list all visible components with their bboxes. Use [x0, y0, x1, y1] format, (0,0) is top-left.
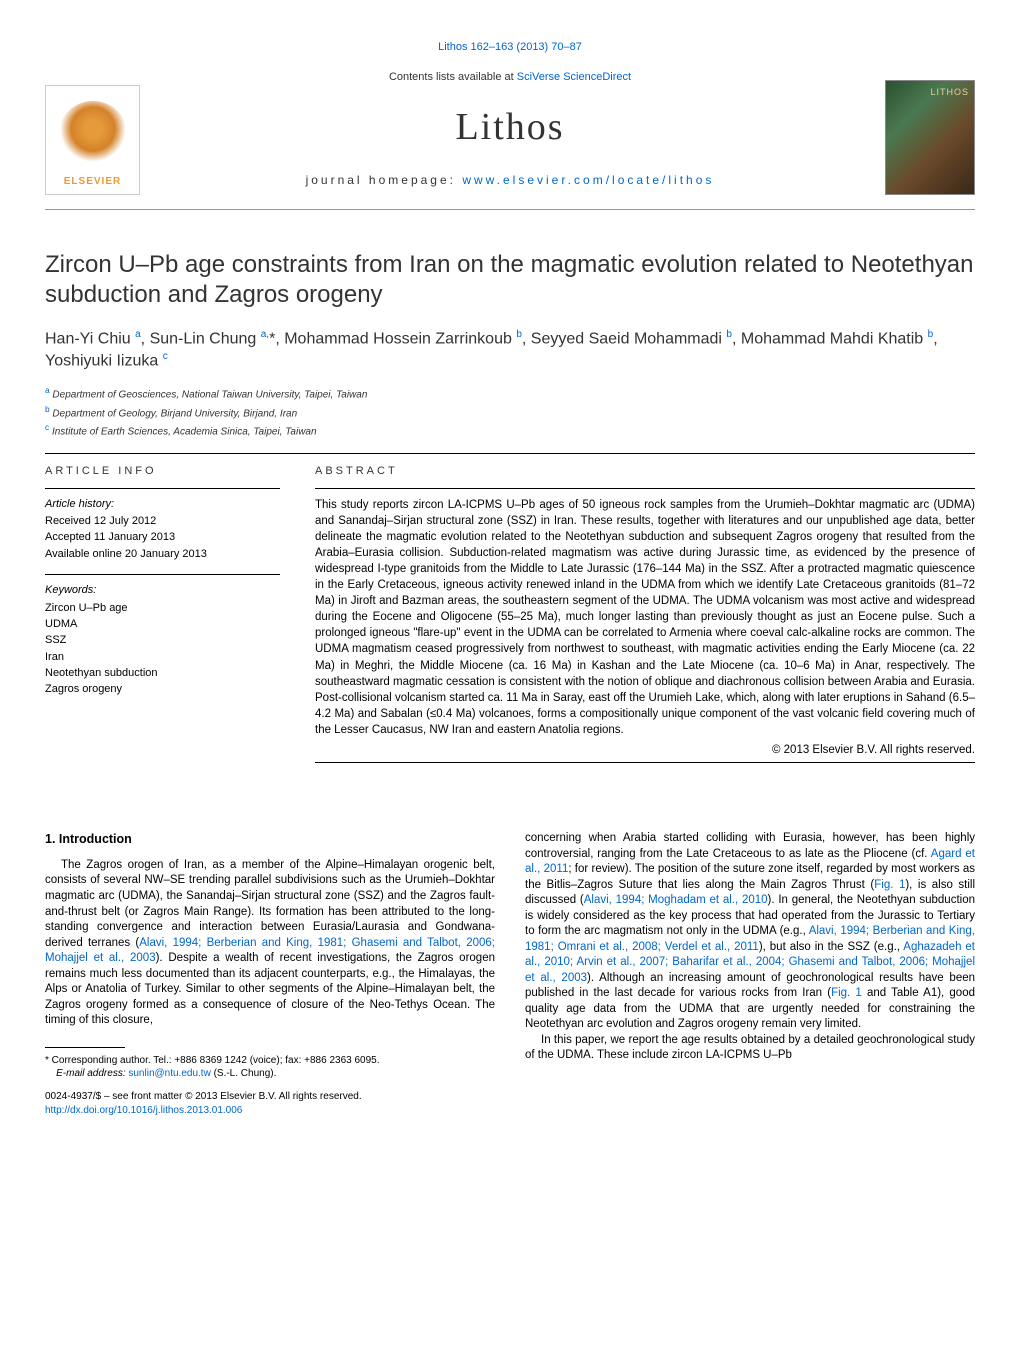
- keyword-item: Iran: [45, 650, 280, 665]
- citation-reference: Lithos 162–163 (2013) 70–87: [60, 40, 960, 55]
- received-date: Received 12 July 2012: [45, 514, 280, 529]
- footnote-separator: [45, 1047, 125, 1048]
- introduction-heading: 1. Introduction: [45, 831, 495, 848]
- affiliation-line: c Institute of Earth Sciences, Academia …: [45, 422, 975, 439]
- doi-link[interactable]: http://dx.doi.org/10.1016/j.lithos.2013.…: [45, 1105, 242, 1116]
- left-column: 1. Introduction The Zagros orogen of Ira…: [45, 831, 495, 1080]
- intro-text-segment: concerning when Arabia started colliding…: [525, 832, 975, 860]
- email-link[interactable]: sunlin@ntu.edu.tw: [128, 1068, 210, 1079]
- affiliation-line: b Department of Geology, Birjand Univers…: [45, 404, 975, 421]
- keyword-item: Neotethyan subduction: [45, 666, 280, 681]
- homepage-link[interactable]: www.elsevier.com/locate/lithos: [462, 173, 714, 187]
- keywords-label: Keywords:: [45, 583, 280, 598]
- info-divider: [45, 488, 280, 489]
- keyword-item: Zircon U–Pb age: [45, 601, 280, 616]
- available-date: Available online 20 January 2013: [45, 547, 280, 562]
- figure-link[interactable]: Fig. 1: [831, 987, 862, 999]
- journal-name: Lithos: [60, 101, 960, 154]
- citation-link[interactable]: Alavi, 1994; Moghadam et al., 2010: [584, 894, 768, 906]
- article-info-heading: ARTICLE INFO: [45, 464, 280, 479]
- info-divider: [45, 574, 280, 575]
- intro-paragraph-1-cont: concerning when Arabia started colliding…: [525, 831, 975, 1033]
- front-matter-line: 0024-4937/$ – see front matter © 2013 El…: [45, 1090, 975, 1104]
- abstract-copyright: © 2013 Elsevier B.V. All rights reserved…: [315, 742, 975, 758]
- affiliation-line: a Department of Geosciences, National Ta…: [45, 385, 975, 402]
- journal-header: ELSEVIER Lithos 162–163 (2013) 70–87 Con…: [0, 0, 1020, 204]
- article-info-column: ARTICLE INFO Article history: Received 1…: [45, 464, 280, 771]
- abstract-column: ABSTRACT This study reports zircon LA-IC…: [315, 464, 975, 771]
- email-attribution: (S.-L. Chung).: [211, 1068, 277, 1079]
- accepted-date: Accepted 11 January 2013: [45, 530, 280, 545]
- keywords-block: Keywords: Zircon U–Pb ageUDMASSZ IranNeot…: [45, 583, 280, 698]
- article-history-block: Article history: Received 12 July 2012 A…: [45, 497, 280, 563]
- journal-homepage-line: journal homepage: www.elsevier.com/locat…: [60, 172, 960, 189]
- author-list: Han-Yi Chiu a, Sun-Lin Chung a,*, Mohamm…: [45, 328, 975, 373]
- elsevier-label: ELSEVIER: [64, 175, 121, 189]
- corresponding-author-footnote: * Corresponding author. Tel.: +886 8369 …: [45, 1054, 495, 1080]
- section-divider: [45, 453, 975, 454]
- header-divider: [45, 209, 975, 210]
- abstract-divider: [315, 488, 975, 489]
- elsevier-logo: ELSEVIER: [45, 85, 140, 195]
- intro-text-segment: ), but also in the SSZ (e.g.,: [759, 941, 903, 953]
- affiliations-block: a Department of Geosciences, National Ta…: [45, 385, 975, 439]
- figure-link[interactable]: Fig. 1: [874, 879, 905, 891]
- journal-cover-thumbnail: [885, 80, 975, 195]
- keyword-item: SSZ: [45, 633, 280, 648]
- sciencedirect-link[interactable]: SciVerse ScienceDirect: [517, 71, 631, 83]
- keyword-item: UDMA: [45, 617, 280, 632]
- body-two-column: 1. Introduction The Zagros orogen of Ira…: [0, 831, 1020, 1080]
- footnote-contact: * Corresponding author. Tel.: +886 8369 …: [45, 1055, 380, 1066]
- contents-available-line: Contents lists available at SciVerse Sci…: [60, 70, 960, 85]
- right-column: concerning when Arabia started colliding…: [525, 831, 975, 1080]
- article-front-matter: Zircon U–Pb age constraints from Iran on…: [0, 215, 1020, 791]
- info-abstract-row: ARTICLE INFO Article history: Received 1…: [45, 464, 975, 771]
- intro-text-segment: The Zagros orogen of Iran, as a member o…: [45, 859, 495, 949]
- contents-prefix: Contents lists available at: [389, 71, 517, 83]
- article-history-label: Article history:: [45, 497, 280, 512]
- abstract-heading: ABSTRACT: [315, 464, 975, 479]
- article-title: Zircon U–Pb age constraints from Iran on…: [45, 250, 975, 310]
- keyword-item: Zagros orogeny: [45, 682, 280, 697]
- abstract-text: This study reports zircon LA-ICPMS U–Pb …: [315, 497, 975, 738]
- homepage-prefix: journal homepage:: [306, 173, 463, 187]
- intro-paragraph-1: The Zagros orogen of Iran, as a member o…: [45, 858, 495, 1029]
- abstract-bottom-divider: [315, 762, 975, 763]
- intro-paragraph-2: In this paper, we report the age results…: [525, 1033, 975, 1064]
- page-footer: 0024-4937/$ – see front matter © 2013 El…: [0, 1080, 1020, 1148]
- email-label: E-mail address:: [56, 1068, 128, 1079]
